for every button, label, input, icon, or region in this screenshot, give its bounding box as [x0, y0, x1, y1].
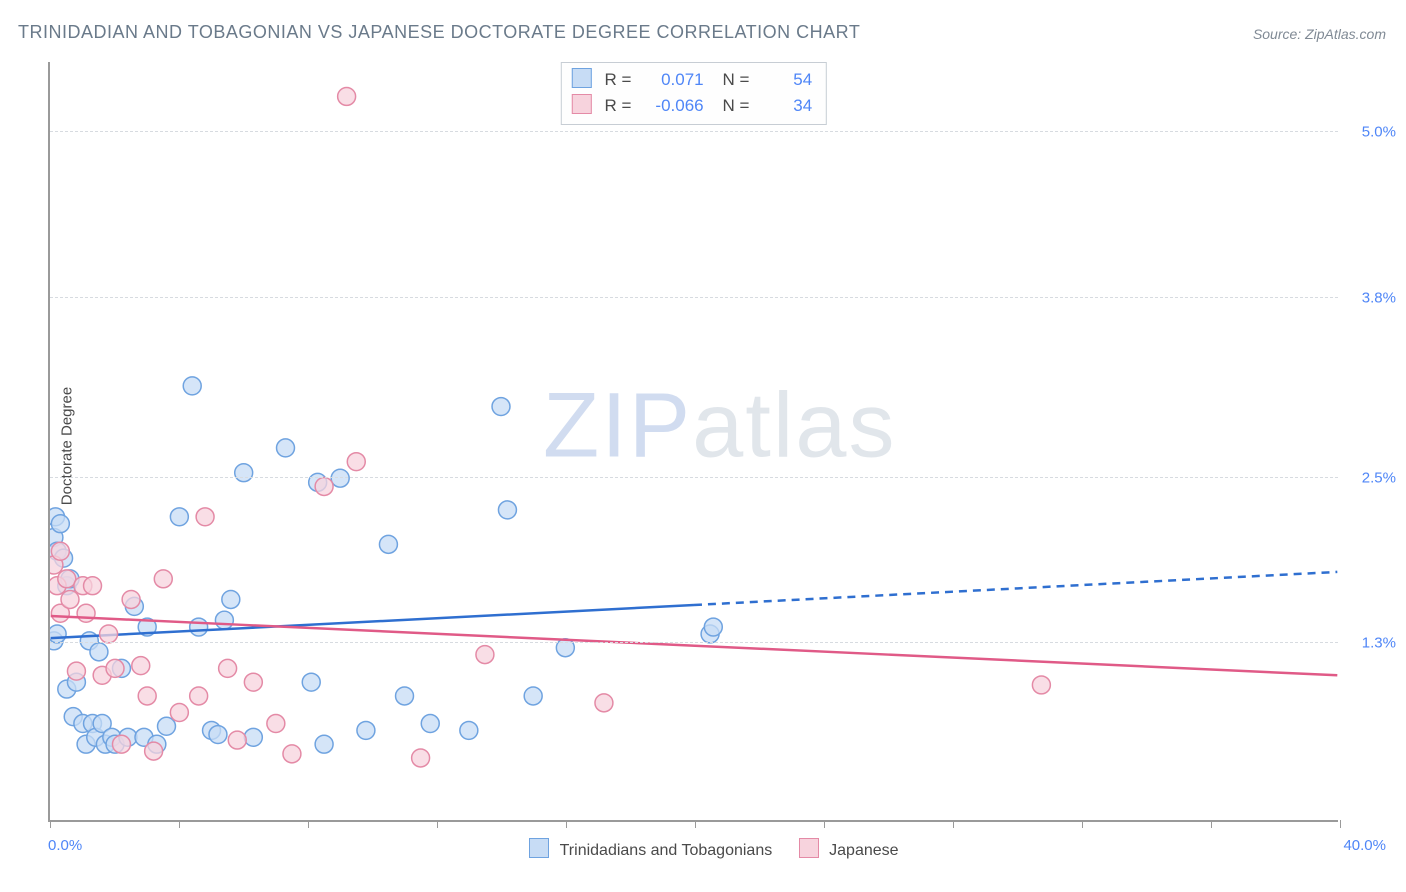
watermark-right: atlas: [692, 374, 896, 476]
chart-container: TRINIDADIAN AND TOBAGONIAN VS JAPANESE D…: [0, 0, 1406, 892]
n-label: N =: [723, 96, 750, 115]
bottom-legend: Trinidadians and Tobagonians Japanese: [0, 838, 1406, 860]
x-tick: [308, 820, 309, 828]
r-label: R =: [605, 70, 632, 89]
swatch-icon: [799, 838, 819, 858]
y-tick-label: 1.3%: [1362, 635, 1396, 652]
x-tick: [179, 820, 180, 828]
r-label: R =: [605, 96, 632, 115]
y-tick-label: 5.0%: [1362, 124, 1396, 141]
stats-row-trinidadian: R = 0.071 N = 54: [572, 67, 812, 93]
x-tick: [50, 820, 51, 828]
x-tick: [1082, 820, 1083, 828]
source-attribution: Source: ZipAtlas.com: [1253, 26, 1386, 42]
r-value: -0.066: [646, 93, 704, 119]
legend-label-japanese: Japanese: [829, 842, 898, 859]
watermark: ZIPatlas: [543, 373, 896, 478]
r-value: 0.071: [646, 67, 704, 93]
swatch-icon: [529, 838, 549, 858]
chart-title: TRINIDADIAN AND TOBAGONIAN VS JAPANESE D…: [18, 22, 860, 43]
n-value: 34: [754, 93, 812, 119]
x-tick: [1340, 820, 1341, 828]
x-tick: [437, 820, 438, 828]
x-tick: [695, 820, 696, 828]
n-value: 54: [754, 67, 812, 93]
n-label: N =: [723, 70, 750, 89]
gridline: 5.0%: [50, 131, 1338, 132]
plot-area: ZIPatlas R = 0.071 N = 54 R = -0.066 N =…: [48, 62, 1338, 822]
stats-legend: R = 0.071 N = 54 R = -0.066 N = 34: [561, 62, 827, 125]
swatch-icon: [572, 94, 592, 114]
gridline: 3.8%: [50, 297, 1338, 298]
scatter-svg: [50, 62, 1338, 820]
stats-row-japanese: R = -0.066 N = 34: [572, 93, 812, 119]
y-tick-label: 2.5%: [1362, 469, 1396, 486]
x-tick: [566, 820, 567, 828]
x-tick: [824, 820, 825, 828]
gridline: 2.5%: [50, 477, 1338, 478]
gridline: 1.3%: [50, 642, 1338, 643]
watermark-left: ZIP: [543, 374, 692, 476]
y-tick-label: 3.8%: [1362, 289, 1396, 306]
legend-label-trinidadian: Trinidadians and Tobagonians: [560, 842, 773, 859]
swatch-icon: [572, 68, 592, 88]
x-tick: [953, 820, 954, 828]
x-tick: [1211, 820, 1212, 828]
